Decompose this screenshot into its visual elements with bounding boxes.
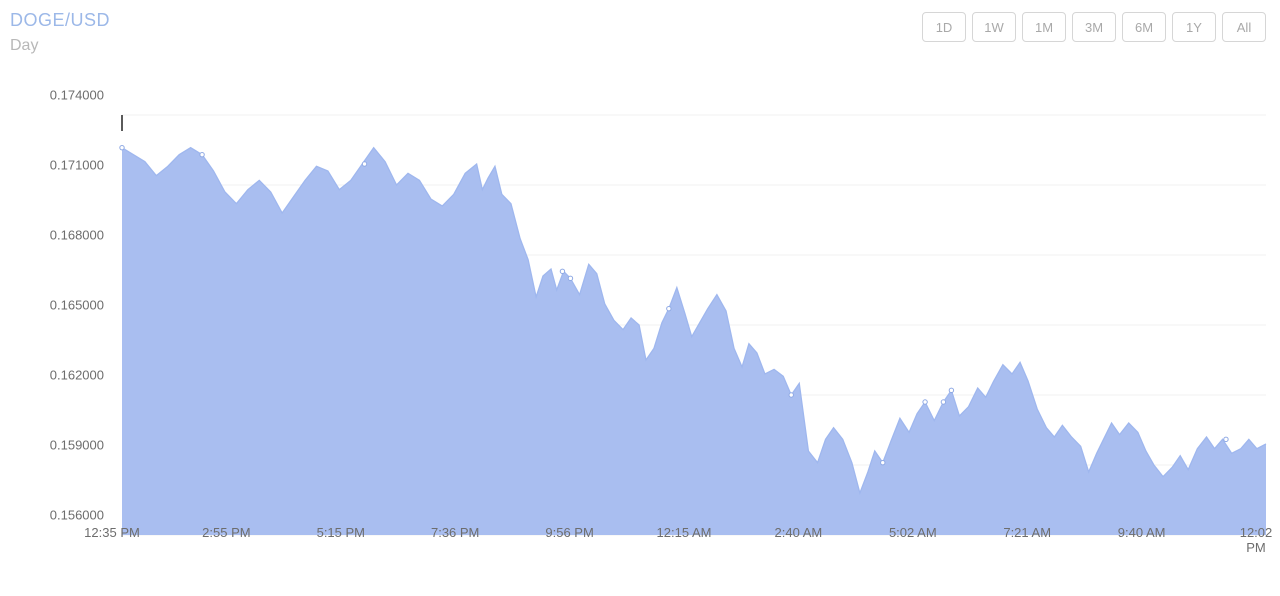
x-tick-label: 7:21 AM (1003, 525, 1051, 540)
range-button-1m[interactable]: 1M (1022, 12, 1066, 42)
x-tick-label: 5:15 PM (317, 525, 365, 540)
x-tick-label: 12:35 PM (84, 525, 140, 540)
y-tick-label: 0.168000 (0, 228, 104, 243)
range-button-1d[interactable]: 1D (922, 12, 966, 42)
y-tick-label: 0.165000 (0, 298, 104, 313)
price-area-chart (10, 75, 1270, 575)
trading-pair-label: DOGE/USD (10, 10, 110, 31)
chart-container: 0.174000 0.171000 0.168000 0.165000 0.162000… (0, 55, 1280, 575)
y-tick-label: 0.174000 (0, 88, 104, 103)
range-button-6m[interactable]: 6M (1122, 12, 1166, 42)
range-button-all[interactable]: All (1222, 12, 1266, 42)
y-tick-label: 0.156000 (0, 508, 104, 523)
range-button-1w[interactable]: 1W (972, 12, 1016, 42)
x-tick-label: 9:40 AM (1118, 525, 1166, 540)
range-buttons-group: 1D1W1M3M6M1YAll (922, 10, 1270, 42)
y-tick-label: 0.159000 (0, 438, 104, 453)
range-label: Day (10, 37, 110, 55)
x-tick-label: 12:15 AM (657, 525, 712, 540)
x-tick-label: 2:55 PM (202, 525, 250, 540)
x-tick-label: 9:56 PM (545, 525, 593, 540)
y-tick-label: 0.171000 (0, 158, 104, 173)
range-button-1y[interactable]: 1Y (1172, 12, 1216, 42)
title-block: DOGE/USD Day (10, 10, 110, 55)
x-tick-label: 12:02 PM (1240, 525, 1273, 555)
x-tick-label: 7:36 PM (431, 525, 479, 540)
range-button-3m[interactable]: 3M (1072, 12, 1116, 42)
chart-header: DOGE/USD Day 1D1W1M3M6M1YAll (0, 0, 1280, 55)
x-tick-label: 2:40 AM (775, 525, 823, 540)
y-tick-label: 0.162000 (0, 368, 104, 383)
x-tick-label: 5:02 AM (889, 525, 937, 540)
